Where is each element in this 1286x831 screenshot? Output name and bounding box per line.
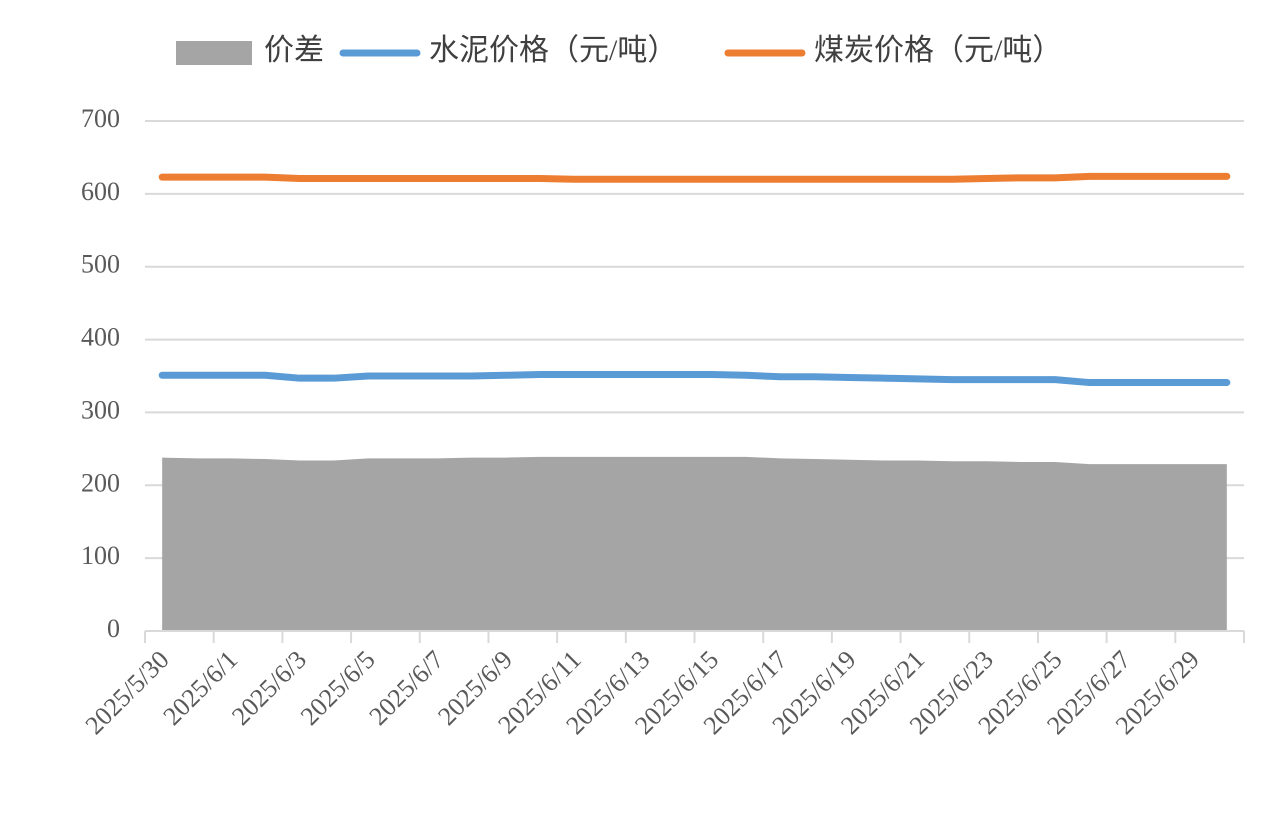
legend-label: 价差 xyxy=(264,34,324,67)
y-tick-label: 400 xyxy=(81,323,120,352)
x-tick-label: 2025/6/7 xyxy=(364,645,450,731)
y-tick-label: 100 xyxy=(81,541,120,570)
line xyxy=(158,172,1231,183)
legend-swatch xyxy=(176,41,252,65)
y-tick-label: 300 xyxy=(81,395,120,424)
line xyxy=(158,371,1231,387)
area xyxy=(162,456,1227,631)
x-tick-label: 2025/6/1 xyxy=(157,645,243,731)
x-tick-label: 2025/6/3 xyxy=(226,645,312,731)
y-tick-label: 500 xyxy=(81,250,120,279)
x-tick-label: 2025/5/30 xyxy=(80,645,175,740)
y-tick-label: 200 xyxy=(81,468,120,497)
legend-label: 水泥价格（元/吨） xyxy=(429,34,677,67)
x-tick-label: 2025/6/5 xyxy=(295,645,381,731)
y-tick-label: 0 xyxy=(107,614,120,643)
y-tick-label: 700 xyxy=(81,104,120,133)
legend-label: 煤炭价格（元/吨） xyxy=(814,34,1062,67)
y-tick-label: 600 xyxy=(81,177,120,206)
